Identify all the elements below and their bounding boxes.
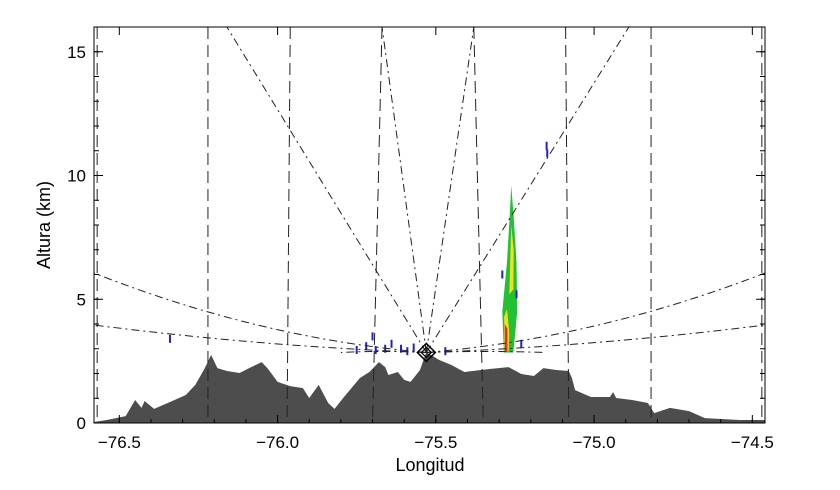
x-axis-label: Longitud [395, 455, 464, 475]
echo-speckle [371, 332, 374, 341]
radar-marker-inner [420, 346, 433, 359]
echo-speckle [384, 344, 387, 353]
beam-layer [93, 26, 766, 353]
radar-beam [426, 350, 544, 353]
radar-beam [93, 324, 427, 353]
x-tick-label: −76.5 [98, 433, 141, 452]
radar-marker-icon [416, 342, 437, 363]
terrain-layer [94, 352, 765, 423]
echo-speckle [545, 141, 548, 150]
radar-beam [426, 272, 766, 353]
radar-beam [381, 26, 427, 353]
x-tick-label: −75.0 [573, 433, 616, 452]
y-axis-label: Altura (km) [34, 181, 54, 269]
radar-layer [416, 342, 437, 363]
echo-speckle [520, 339, 523, 348]
echo-yellow [509, 225, 514, 295]
radar-beam [425, 26, 630, 353]
range-ring [473, 26, 484, 424]
echo-speckle [374, 345, 377, 354]
range-ring [286, 26, 291, 424]
echo-speckle [168, 334, 171, 343]
y-axis: 0 5 10 15 [67, 26, 765, 433]
radar-beam [425, 26, 475, 353]
x-axis: −76.5 −76.0 −75.5 −75.0 −74.5 [98, 27, 774, 452]
range-ring [565, 26, 570, 424]
y-tick-label: 5 [77, 290, 86, 309]
x-tick-label: −74.5 [731, 433, 774, 452]
echo-speckle [546, 149, 549, 158]
echo-speckle [365, 342, 368, 351]
x-tick-label: −76.0 [256, 433, 299, 452]
echo-speckle [515, 290, 518, 299]
y-tick-label: 10 [67, 167, 86, 186]
y-tick-label: 0 [77, 414, 86, 433]
x-tick-label: −75.5 [414, 433, 457, 452]
echo-speckle [501, 270, 504, 279]
echo-speckle [390, 339, 393, 348]
range-ring [372, 26, 383, 424]
echo-layer [168, 141, 549, 356]
y-tick-label: 15 [67, 43, 86, 62]
echo-red [504, 324, 508, 352]
terrain-profile [94, 352, 765, 423]
radar-beam [226, 26, 427, 353]
radar-beam [93, 272, 427, 353]
echo-speckle [355, 345, 358, 354]
echo-speckle [400, 344, 403, 353]
radar-beam [426, 324, 766, 353]
echo-speckle [412, 343, 415, 352]
echo-green [502, 185, 518, 353]
radar-beam [340, 350, 427, 353]
